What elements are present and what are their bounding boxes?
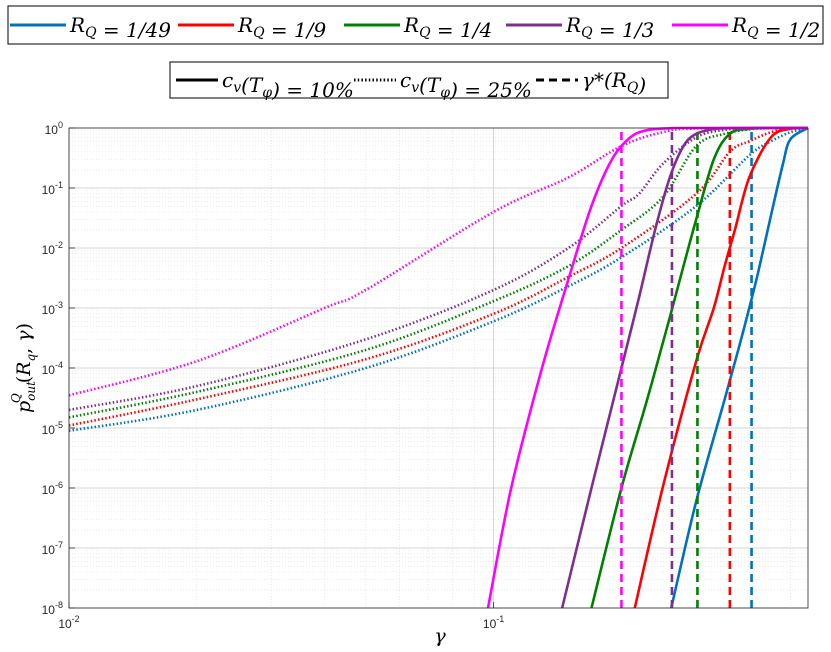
series-dotted-1 xyxy=(68,126,809,427)
svg-text:poutQ(Rq, γ): poutQ(Rq, γ) xyxy=(9,323,38,413)
legend-styles: cv(Tφ) = 10% cv(Tφ) = 25% γ*(RQ) xyxy=(169,61,669,102)
legend-style-label-2: γ*(RQ) xyxy=(582,68,646,97)
legend-label-4: RQ = 1/2 xyxy=(731,13,820,42)
y-tick-label-8: 10-8 xyxy=(42,600,63,617)
plot-area: 10-2 10-1 100 10-1 10-2 10-3 10-4 10-5 10-6 10-7 1… xyxy=(42,120,809,631)
legend-style-label-0: cv(Tφ) = 10% xyxy=(222,68,354,102)
series-solid-1 xyxy=(633,126,809,609)
legend-styles-box xyxy=(169,61,669,99)
y-tick-label-4: 10-4 xyxy=(42,360,63,377)
legend-series: RQ = 1/49 RQ = 1/9 RQ = 1/4 RQ = 1/3 RQ = 1/… xyxy=(7,5,824,45)
legend-label-1: RQ = 1/9 xyxy=(237,13,326,42)
y-tick-label-0: 100 xyxy=(45,120,63,137)
y-tick-label-2: 10-2 xyxy=(42,240,63,257)
y-tick-label-3: 10-3 xyxy=(42,300,63,317)
y-axis-label: poutQ(Rq, γ) xyxy=(9,323,38,413)
legend-label-0: RQ = 1/49 xyxy=(69,13,171,42)
y-tick-label-7: 10-7 xyxy=(42,540,63,557)
y-tick-label-5: 10-5 xyxy=(42,420,63,437)
legend-label-3: RQ = 1/3 xyxy=(565,13,654,42)
y-tick-label-6: 10-6 xyxy=(42,480,63,497)
legend-label-2: RQ = 1/4 xyxy=(403,13,492,42)
y-tick-label-1: 10-1 xyxy=(42,180,63,197)
legend-style-label-1: cv(Tφ) = 25% xyxy=(400,68,532,102)
x-tick-label-1: 10-1 xyxy=(483,614,504,631)
x-axis-label: γ xyxy=(434,625,446,647)
x-tick-label-0: 10-2 xyxy=(58,614,79,631)
